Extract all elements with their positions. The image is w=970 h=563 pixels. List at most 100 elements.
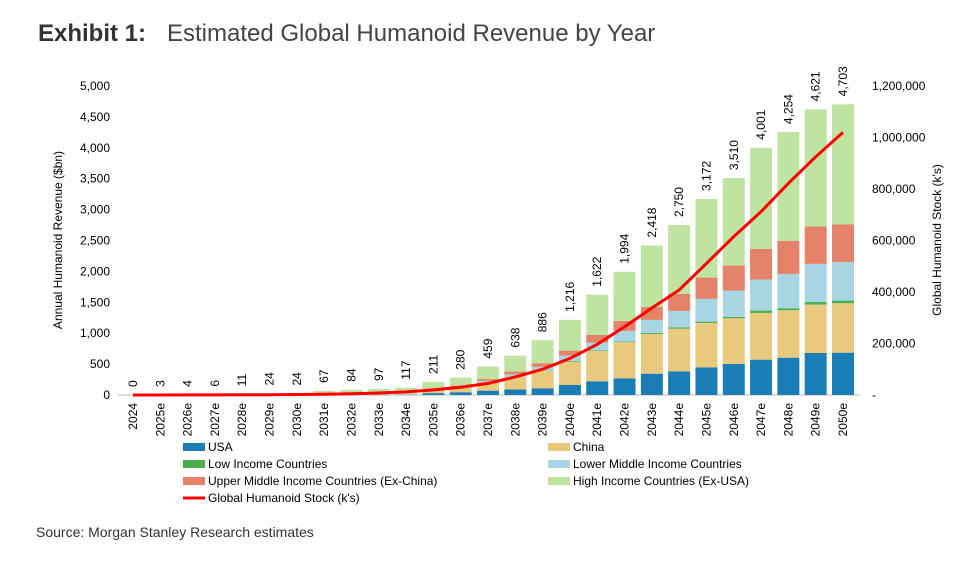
legend-swatch xyxy=(548,477,570,485)
bar-segment xyxy=(504,371,527,375)
x-tick-label: 2047e xyxy=(754,403,768,437)
bar-segment xyxy=(695,322,718,368)
total-label: 4,703 xyxy=(836,66,850,96)
legend-swatch xyxy=(183,460,205,468)
total-label: 211 xyxy=(426,355,440,374)
bar-segment xyxy=(586,294,609,335)
bar-segment xyxy=(449,392,472,395)
bar-segment xyxy=(640,332,663,334)
bar-segment xyxy=(695,367,718,395)
total-label: 638 xyxy=(508,327,522,347)
legend-swatch xyxy=(183,477,205,485)
bar-segment xyxy=(804,302,827,305)
legend-label: China xyxy=(573,440,605,454)
bar-segment xyxy=(668,310,691,328)
bar-segment xyxy=(777,240,800,274)
bar-segment xyxy=(531,340,554,364)
legend-label: High Income Countries (Ex-USA) xyxy=(573,474,749,488)
total-label: 84 xyxy=(344,368,358,382)
bar-segment xyxy=(558,360,581,362)
y-tick-label: 500 xyxy=(90,357,110,371)
x-tick-label: 2027e xyxy=(208,403,222,437)
bar-segment xyxy=(477,380,499,383)
x-tick-label: 2028e xyxy=(235,403,249,437)
x-tick-label: 2048e xyxy=(781,403,795,437)
x-tick-label: 2040e xyxy=(563,403,577,437)
legend-swatch xyxy=(548,443,570,451)
bar-segment xyxy=(777,132,800,241)
x-tick-label: 2043e xyxy=(645,403,659,437)
bar-segment xyxy=(640,319,663,333)
y2-tick-label: 400,000 xyxy=(872,285,916,299)
bar-segment xyxy=(832,352,854,395)
legend-label: USA xyxy=(208,440,233,454)
bar-segment xyxy=(477,382,499,391)
bar-segment xyxy=(613,342,636,379)
bar-segment xyxy=(668,293,691,311)
total-label: 3,172 xyxy=(699,161,713,191)
total-label: 3,510 xyxy=(727,140,741,170)
x-tick-label: 2042e xyxy=(618,403,632,437)
total-label: 1,622 xyxy=(590,256,604,286)
bar-segment xyxy=(340,389,363,395)
bar-segment xyxy=(586,342,609,351)
bar-segment xyxy=(832,104,854,225)
bar-segment xyxy=(695,198,718,278)
bar-segment xyxy=(777,308,800,311)
exhibit-title: Exhibit 1: Estimated Global Humanoid Reve… xyxy=(38,20,655,48)
bar-segment xyxy=(558,350,581,356)
bar-segment xyxy=(777,310,800,358)
bar-segment xyxy=(504,389,527,395)
total-label: 67 xyxy=(317,369,331,383)
x-tick-label: 2036e xyxy=(454,403,468,437)
bar-segment xyxy=(832,300,854,304)
bar-segment xyxy=(804,226,827,264)
y-tick-label: 1,500 xyxy=(80,295,110,309)
bar-segment xyxy=(668,327,691,329)
x-tick-label: 2024 xyxy=(126,403,140,430)
bar-segment xyxy=(558,361,581,385)
x-tick-label: 2037e xyxy=(481,403,495,437)
y2-tick-label: 200,000 xyxy=(872,337,916,351)
y-tick-label: 0 xyxy=(103,388,110,402)
bar-segment xyxy=(422,381,445,389)
bar-segment xyxy=(804,109,827,227)
bar-segment xyxy=(722,363,745,395)
y-tick-label: 2,000 xyxy=(80,264,110,278)
bar-segment xyxy=(449,387,472,393)
bar-segment xyxy=(613,330,636,342)
bar-segment xyxy=(449,377,472,386)
bar-segment xyxy=(586,350,609,382)
bar-segment xyxy=(750,279,773,311)
bar-segment xyxy=(558,319,581,351)
bar-segment xyxy=(804,352,827,395)
x-tick-label: 2044e xyxy=(672,403,686,437)
x-tick-label: 2025e xyxy=(153,403,167,437)
x-tick-label: 2039e xyxy=(536,403,550,437)
stock-line xyxy=(132,131,845,397)
bar-segment xyxy=(695,277,718,299)
bar-segment xyxy=(586,334,609,343)
total-label: 6 xyxy=(208,380,222,387)
y-tick-label: 4,000 xyxy=(80,141,110,155)
bar-segment xyxy=(531,363,554,367)
bar-segment xyxy=(722,178,745,266)
total-label: 4,621 xyxy=(809,71,823,101)
y-tick-label: 4,500 xyxy=(80,110,110,124)
total-label: 24 xyxy=(263,372,277,386)
bar-segment xyxy=(422,393,445,395)
bar-segment xyxy=(613,271,636,321)
bar-segment xyxy=(832,303,854,353)
total-label: 11 xyxy=(235,374,249,387)
total-label: 459 xyxy=(481,338,495,358)
bar-segment xyxy=(477,379,499,381)
bar-segment xyxy=(477,366,499,380)
total-label: 280 xyxy=(454,349,468,369)
bar-segment xyxy=(750,312,773,360)
y2-tick-label: 600,000 xyxy=(872,234,916,248)
x-tick-label: 2034e xyxy=(399,403,413,437)
legend-swatch xyxy=(183,443,205,451)
total-label: 4 xyxy=(181,380,195,387)
total-label: 24 xyxy=(290,372,304,386)
